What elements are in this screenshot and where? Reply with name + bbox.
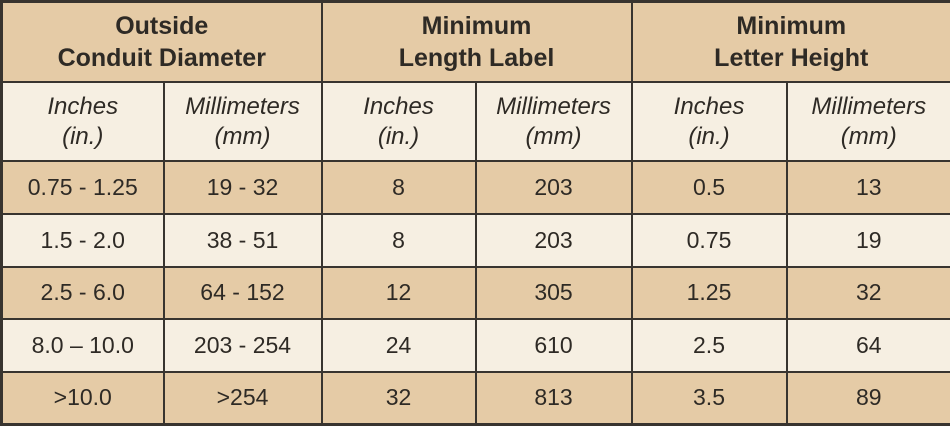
header-group-row: Outside Conduit Diameter Minimum Length … xyxy=(0,0,950,84)
cell-length-inches: 8 xyxy=(320,212,477,268)
cell-conduit-inches: 0.75 - 1.25 xyxy=(0,160,165,215)
subheader-line: (mm) xyxy=(214,122,271,150)
cell-length-millimeters: 203 xyxy=(474,160,633,215)
subheader-line: (mm) xyxy=(525,122,582,150)
cell-conduit-inches: 1.5 - 2.0 xyxy=(0,212,165,268)
cell-letter-millimeters: 64 xyxy=(785,318,950,373)
cell-letter-inches: 0.75 xyxy=(630,212,788,268)
header-group-minimum-letter-height: Minimum Letter Height xyxy=(630,0,950,84)
cell-length-millimeters: 813 xyxy=(474,370,633,426)
cell-length-inches: 8 xyxy=(320,160,477,215)
cell-length-inches: 32 xyxy=(320,370,477,426)
cell-letter-inches: 0.5 xyxy=(630,160,788,215)
header-group-outside-conduit-diameter: Outside Conduit Diameter xyxy=(0,0,323,84)
subheader-line: Inches xyxy=(47,92,119,120)
cell-conduit-inches: 2.5 - 6.0 xyxy=(0,265,165,321)
cell-conduit-millimeters: >254 xyxy=(162,370,323,426)
cell-length-inches: 12 xyxy=(320,265,477,321)
subheader-line: Inches xyxy=(673,92,745,120)
cell-conduit-millimeters: 64 - 152 xyxy=(162,265,323,321)
cell-length-millimeters: 305 xyxy=(474,265,633,321)
subheader-length-inches: Inches (in.) xyxy=(320,81,477,163)
subheader-letter-millimeters: Millimeters (mm) xyxy=(785,81,950,163)
subheader-line: Millimeters xyxy=(185,92,300,120)
table-row: >10.0 >254 32 813 3.5 89 xyxy=(0,370,950,426)
table-row: 2.5 - 6.0 64 - 152 12 305 1.25 32 xyxy=(0,265,950,321)
table-row: 0.75 - 1.25 19 - 32 8 203 0.5 13 xyxy=(0,160,950,215)
cell-conduit-millimeters: 203 - 254 xyxy=(162,318,323,373)
cell-conduit-inches: 8.0 – 10.0 xyxy=(0,318,165,373)
subheader-line: Inches xyxy=(363,92,434,120)
cell-conduit-millimeters: 19 - 32 xyxy=(162,160,323,215)
cell-letter-inches: 1.25 xyxy=(630,265,788,321)
subheader-line: (mm) xyxy=(840,122,897,150)
header-line: Outside xyxy=(115,11,209,40)
cell-letter-millimeters: 32 xyxy=(785,265,950,321)
cell-letter-inches: 2.5 xyxy=(630,318,788,373)
header-line: Minimum xyxy=(421,11,532,40)
header-line: Minimum xyxy=(736,11,847,40)
subheader-line: (in.) xyxy=(62,122,104,150)
subheader-row: Inches (in.) Millimeters (mm) Inches (in… xyxy=(0,81,950,163)
table-row: 8.0 – 10.0 203 - 254 24 610 2.5 64 xyxy=(0,318,950,373)
cell-letter-millimeters: 19 xyxy=(785,212,950,268)
cell-conduit-inches: >10.0 xyxy=(0,370,165,426)
subheader-line: Millimeters xyxy=(496,92,611,120)
cell-letter-millimeters: 13 xyxy=(785,160,950,215)
header-line: Conduit Diameter xyxy=(57,44,266,73)
subheader-line: (in.) xyxy=(688,122,730,150)
cell-letter-inches: 3.5 xyxy=(630,370,788,426)
cell-length-inches: 24 xyxy=(320,318,477,373)
subheader-line: Millimeters xyxy=(811,92,927,120)
subheader-conduit-millimeters: Millimeters (mm) xyxy=(162,81,323,163)
cell-letter-millimeters: 89 xyxy=(785,370,950,426)
header-group-minimum-length-label: Minimum Length Label xyxy=(320,0,633,84)
subheader-length-millimeters: Millimeters (mm) xyxy=(474,81,633,163)
header-line: Letter Height xyxy=(714,44,869,73)
cell-length-millimeters: 610 xyxy=(474,318,633,373)
cell-conduit-millimeters: 38 - 51 xyxy=(162,212,323,268)
subheader-letter-inches: Inches (in.) xyxy=(630,81,788,163)
header-line: Length Label xyxy=(398,44,555,73)
cell-length-millimeters: 203 xyxy=(474,212,633,268)
table-row: 1.5 - 2.0 38 - 51 8 203 0.75 19 xyxy=(0,212,950,268)
subheader-conduit-inches: Inches (in.) xyxy=(0,81,165,163)
subheader-line: (in.) xyxy=(377,122,420,150)
